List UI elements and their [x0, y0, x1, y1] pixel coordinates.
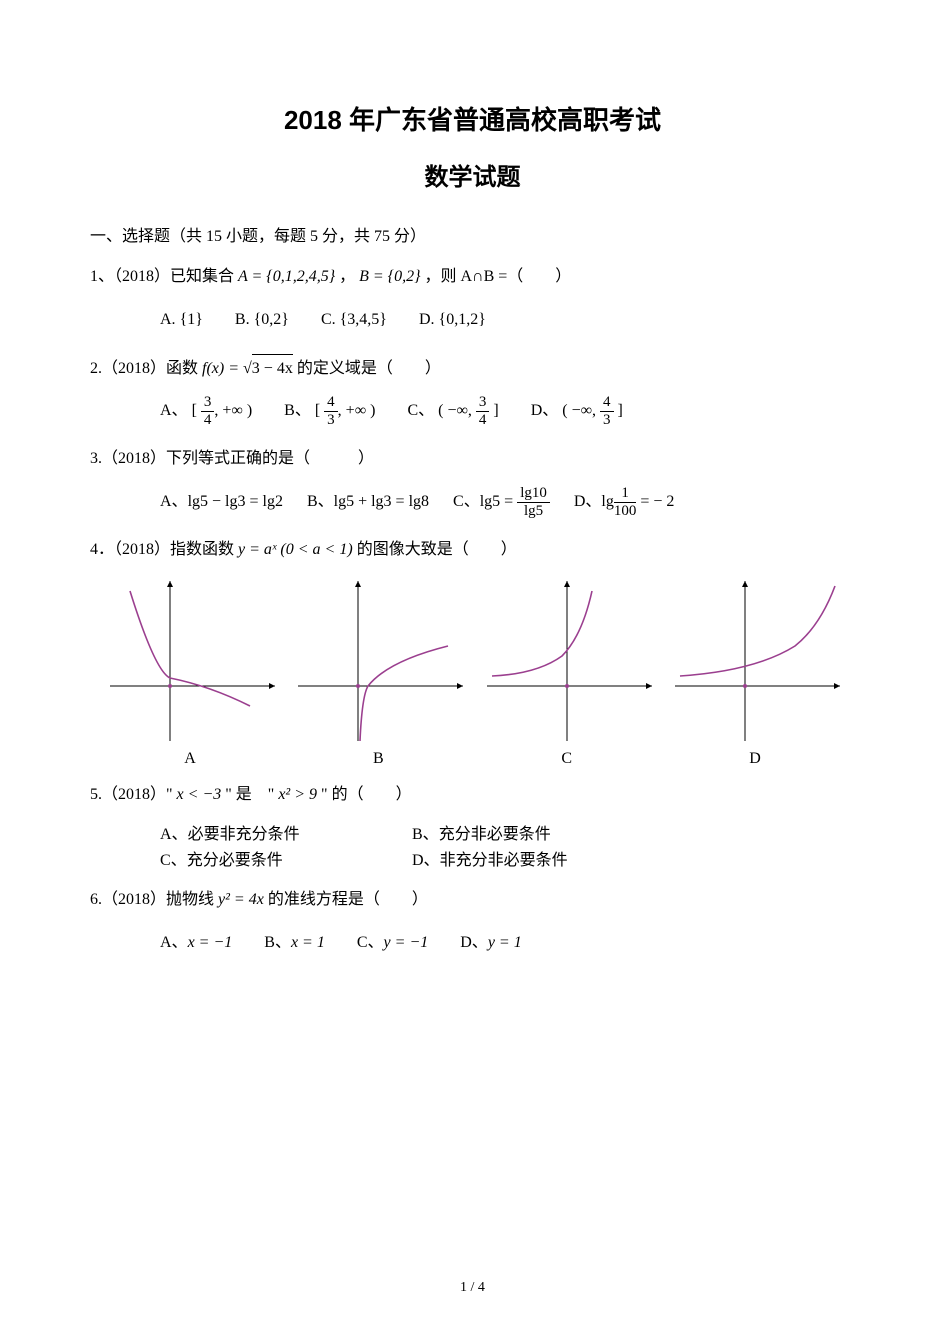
- q1-optC: {3,4,5}: [340, 311, 387, 328]
- q1-optB-label: B.: [235, 311, 250, 328]
- q2-A-post: , +∞: [214, 402, 242, 419]
- q3-optC-den: lg5: [517, 503, 550, 519]
- q4-label-A: A: [100, 750, 280, 768]
- q2-C-num: 3: [476, 395, 490, 412]
- question-1: 1、（2018）已知集合 A = {0,1,2,4,5} ， B = {0,2}…: [90, 264, 855, 336]
- q2-C-den: 4: [476, 412, 490, 428]
- q1-stem-post: ，则 A∩B =（ ）: [424, 268, 571, 285]
- q6-optD: y = 1: [488, 934, 522, 951]
- q6-optB-label: B、: [264, 934, 291, 951]
- q3-optD-pre: lg: [601, 493, 613, 510]
- q2-optB-label: B、: [284, 402, 311, 419]
- q3-optB-label: B、: [307, 493, 334, 510]
- q4-graph-B: [288, 576, 468, 746]
- q5-stem-post: " 的（ ）: [321, 786, 412, 803]
- q1-optA-label: A.: [160, 311, 176, 328]
- q2-stem-post: 的定义域是（ ）: [297, 360, 441, 377]
- question-4: 4．（2018）指数函数 y = aˣ (0 < a < 1) 的图像大致是（ …: [90, 537, 855, 563]
- q1-stem-pre: 1、（2018）已知集合: [90, 268, 238, 285]
- q1-comma: ，: [339, 268, 355, 285]
- q2-fx: f(x) =: [202, 360, 243, 377]
- q5-cond2: x² > 9: [278, 786, 317, 803]
- q1-optD-label: D.: [419, 311, 435, 328]
- q6-optC: y = −1: [384, 934, 429, 951]
- q5-optA-label: A、: [160, 826, 188, 843]
- q3-stem: 3.（2018）下列等式正确的是（ ）: [90, 446, 855, 472]
- section-header: 一、选择题（共 15 小题，每题 5 分，共 75 分）: [90, 222, 855, 246]
- q1-optB: {0,2}: [254, 311, 289, 328]
- q4-graphs-row: [90, 576, 855, 746]
- q3-optD-label: D、: [574, 493, 602, 510]
- q6-optB: x = 1: [291, 934, 325, 951]
- q1-setB: B = {0,2}: [359, 268, 420, 285]
- q5-optA: 必要非充分条件: [188, 826, 300, 843]
- question-5: 5.（2018）" x < −3 " 是 " x² > 9 " 的（ ） A、必…: [90, 782, 855, 873]
- q4-label-C: C: [477, 750, 657, 768]
- q2-A-num: 3: [201, 395, 215, 412]
- q3-optB: lg5 + lg3 = lg8: [334, 493, 429, 510]
- q6-stem-post: 的准线方程是（ ）: [268, 891, 428, 908]
- q5-optB-label: B、: [412, 826, 439, 843]
- q3-optD-num: 1: [614, 486, 637, 503]
- q4-fn: y = aˣ (0 < a < 1): [238, 541, 353, 558]
- page-title-sub: 数学试题: [90, 157, 855, 192]
- question-6: 6.（2018）抛物线 y² = 4x 的准线方程是（ ） A、x = −1 B…: [90, 887, 855, 959]
- q5-mid: " 是 ": [225, 786, 278, 803]
- page-footer: 1 / 4: [0, 1280, 945, 1296]
- q4-graph-labels: A B C D: [90, 750, 855, 768]
- q4-label-B: B: [288, 750, 468, 768]
- question-3: 3.（2018）下列等式正确的是（ ） A、lg5 − lg3 = lg2 B、…: [90, 446, 855, 519]
- q5-optD: 非充分非必要条件: [440, 852, 568, 869]
- q2-D-den: 3: [600, 412, 614, 428]
- q2-B-post: , +∞: [338, 402, 366, 419]
- q3-optC-label: C、: [453, 493, 480, 510]
- q2-B-den: 3: [324, 412, 338, 428]
- page-title-main: 2018 年广东省普通高校高职考试: [90, 100, 855, 137]
- q6-optA: x = −1: [188, 934, 233, 951]
- q5-optC-label: C、: [160, 852, 187, 869]
- question-2: 2.（2018）函数 f(x) = √3 − 4x 的定义域是（ ） A、 [ …: [90, 354, 855, 429]
- q5-optB: 充分非必要条件: [439, 826, 551, 843]
- q2-optC-label: C、: [407, 402, 434, 419]
- q6-optD-label: D、: [460, 934, 488, 951]
- q6-optA-label: A、: [160, 934, 188, 951]
- q5-optC: 充分必要条件: [187, 852, 283, 869]
- q1-setA: A = {0,1,2,4,5}: [238, 268, 335, 285]
- q4-graph-A: [100, 576, 280, 746]
- q1-optC-label: C.: [321, 311, 336, 328]
- q3-optA-label: A、: [160, 493, 188, 510]
- q4-label-D: D: [665, 750, 845, 768]
- q5-cond1: x < −3: [177, 786, 222, 803]
- q5-optD-label: D、: [412, 852, 440, 869]
- q2-A-den: 4: [201, 412, 215, 428]
- q5-stem-pre: 5.（2018）": [90, 786, 177, 803]
- q2-optD-label: D、: [531, 402, 559, 419]
- q2-C-pre: −∞,: [447, 402, 475, 419]
- q3-optD-post: = − 2: [636, 493, 674, 510]
- q6-eq: y² = 4x: [218, 891, 264, 908]
- q2-optA-label: A、: [160, 402, 188, 419]
- q4-stem-post: 的图像大致是（ ）: [357, 541, 517, 558]
- q3-optD-den: 100: [614, 503, 637, 519]
- q4-stem-pre: 4．（2018）指数函数: [90, 541, 238, 558]
- q6-optC-label: C、: [357, 934, 384, 951]
- q3-optC-num: lg10: [517, 486, 550, 503]
- q3-optC-pre: lg5 =: [480, 493, 517, 510]
- q6-stem-pre: 6.（2018）抛物线: [90, 891, 218, 908]
- q2-stem-pre: 2.（2018）函数: [90, 360, 202, 377]
- q2-D-pre: −∞,: [572, 402, 600, 419]
- q2-radicand: 3 − 4x: [252, 354, 293, 382]
- q2-D-num: 4: [600, 395, 614, 412]
- q4-graph-D: [665, 576, 845, 746]
- q3-optA: lg5 − lg3 = lg2: [188, 493, 283, 510]
- q2-B-num: 4: [324, 395, 338, 412]
- q1-optD: {0,1,2}: [439, 311, 486, 328]
- q4-graph-C: [477, 576, 657, 746]
- q1-optA: {1}: [180, 311, 203, 328]
